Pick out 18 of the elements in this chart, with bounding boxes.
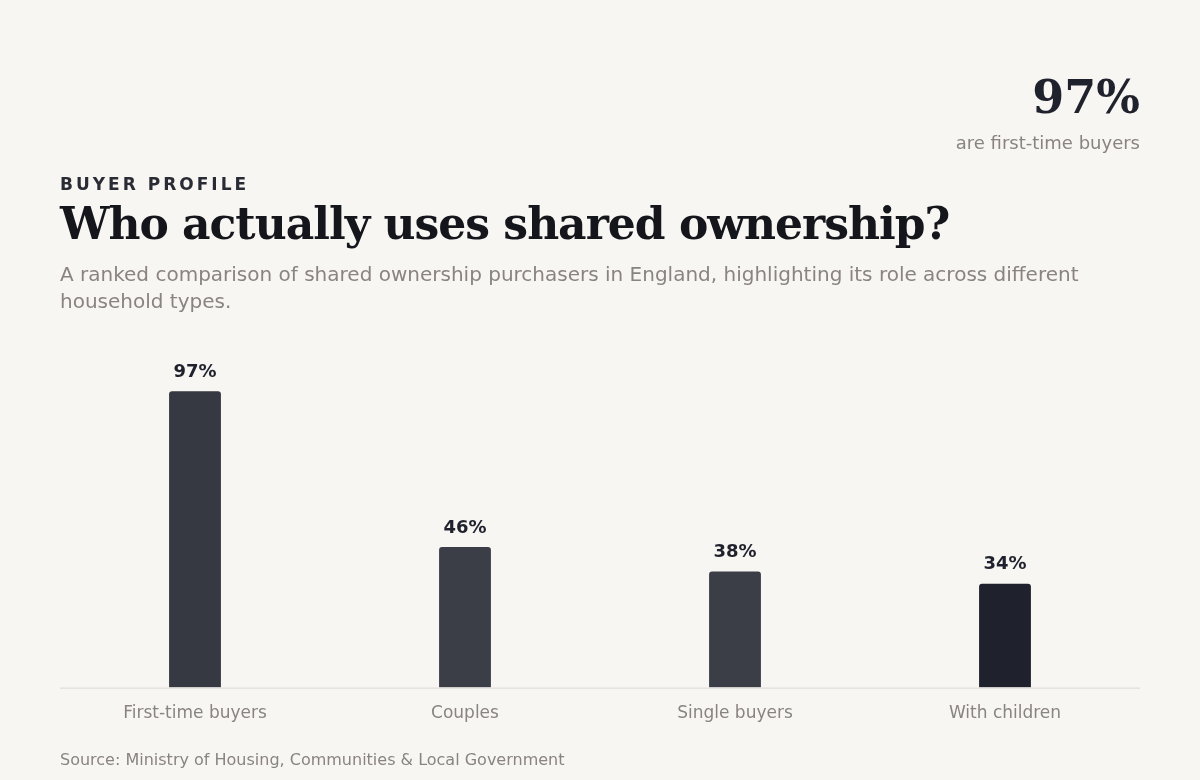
x-tick-label: First-time buyers [123, 702, 267, 723]
data-label: 38% [713, 540, 757, 562]
text: 97% [1032, 70, 1140, 124]
x-tick-label: Couples [431, 702, 500, 723]
bar [169, 391, 221, 688]
x-tick-label: With children [948, 702, 1062, 723]
chart-subtitle: A ranked comparison of shared ownership purchasers in England, highlighting its role across different household types. [60, 261, 1080, 315]
data-label: 34% [983, 552, 1027, 574]
text: BUYER PROFILE [60, 174, 250, 194]
x-tick-label: Single buyers [677, 702, 793, 723]
data-label: 97% [173, 359, 217, 381]
bar [439, 547, 491, 688]
source-note: Source: Ministry of Housing, Communities & Local Government [60, 750, 565, 769]
chart-title: Who actually uses shared ownership? [60, 198, 950, 249]
text: are first-time buyers [955, 132, 1140, 153]
data-label: 46% [443, 515, 487, 537]
bar [979, 583, 1031, 688]
bar [709, 571, 761, 688]
